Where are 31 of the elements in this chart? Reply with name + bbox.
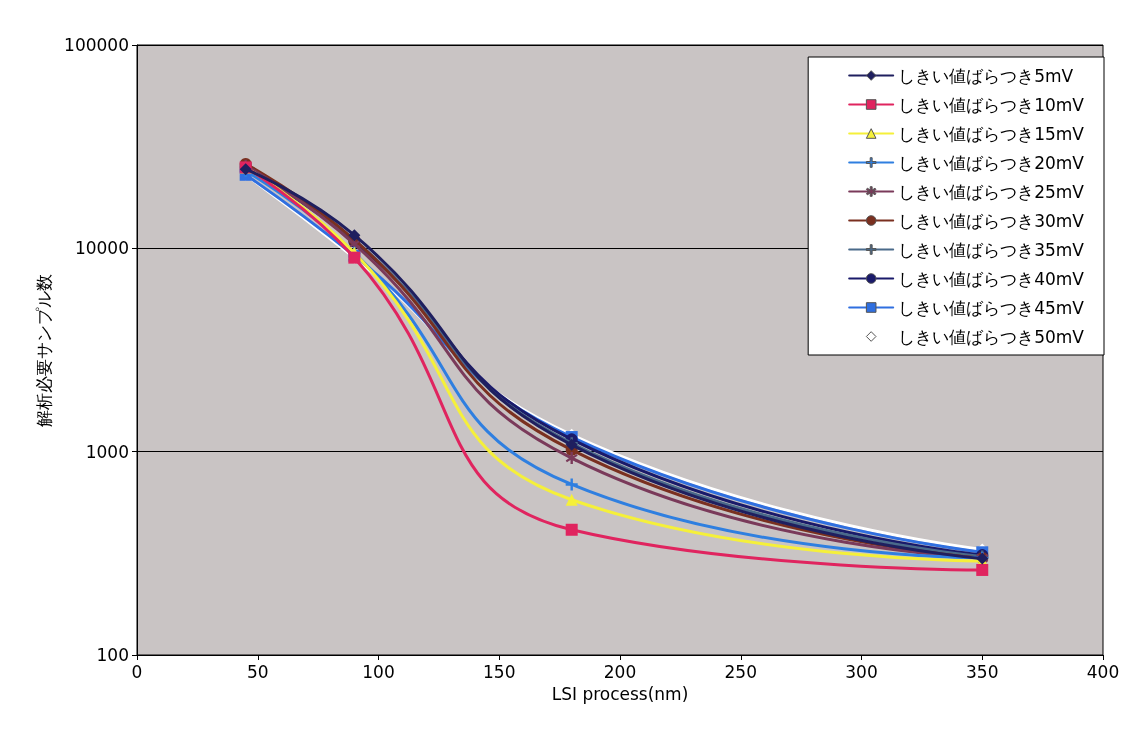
x-tick-label: 300	[845, 661, 878, 682]
y-tick-label: 1000	[85, 441, 129, 462]
legend-label: しきい値ばらつき20mV	[898, 152, 1085, 173]
x-tick-label: 350	[966, 661, 999, 682]
x-axis-title: LSI process(nm)	[551, 683, 689, 704]
y-tick-label: 100	[96, 645, 129, 665]
legend-label: しきい値ばらつき15mV	[898, 123, 1085, 144]
y-tick-label: 10000	[74, 238, 129, 259]
x-tick-label: 250	[724, 661, 757, 682]
x-tick-label: 150	[483, 661, 516, 682]
legend-label: しきい値ばらつき50mV	[898, 326, 1085, 347]
point	[348, 229, 361, 242]
point	[565, 493, 578, 506]
legend-label: しきい値ばらつき30mV	[898, 210, 1085, 231]
point	[565, 523, 578, 536]
x-tick-label: 0	[131, 661, 143, 682]
x-tick-label: 200	[603, 661, 637, 682]
x-tick-label: 400	[1086, 661, 1120, 682]
legend-label: しきい値ばらつき45mV	[898, 297, 1085, 318]
y-tick-label: 100000	[64, 35, 129, 55]
point	[976, 563, 989, 576]
y-axis-title: 解析必要サンプル数	[33, 273, 54, 427]
legend-label: しきい値ばらつき25mV	[898, 181, 1085, 202]
point	[565, 452, 578, 465]
legend-label: しきい値ばらつき10mV	[898, 94, 1085, 115]
legend-label: しきい値ばらつき35mV	[898, 239, 1085, 260]
legend-label: しきい値ばらつき40mV	[898, 268, 1085, 289]
x-tick-label: 100	[362, 661, 395, 682]
legend-label: しきい値ばらつき5mV	[898, 65, 1074, 86]
x-tick-label: 50	[246, 661, 269, 682]
point	[565, 478, 578, 491]
